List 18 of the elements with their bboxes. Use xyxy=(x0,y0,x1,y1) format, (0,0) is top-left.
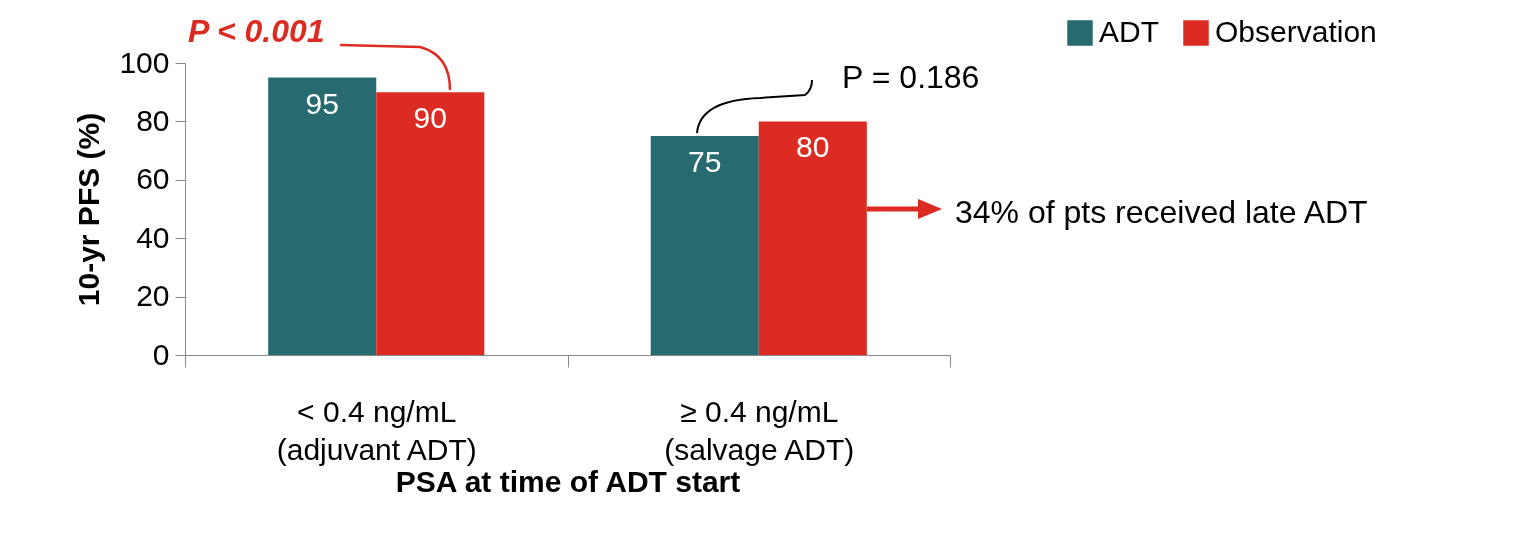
data-label: 95 xyxy=(305,86,339,120)
y-axis-title: 10-yr PFS (%) xyxy=(72,112,106,307)
x-tick-label: ≥ 0.4 ng/mL (salvage ADT) xyxy=(664,394,855,466)
y-tick-label: 100 xyxy=(119,45,170,79)
y-tick-label: 60 xyxy=(136,162,170,196)
annotation: P = 0.186 xyxy=(842,59,980,95)
x-tick-label: < 0.4 ng/mL (adjuvant ADT) xyxy=(276,394,477,466)
legend-label: Observation xyxy=(1215,15,1377,48)
annotation: P < 0.001 xyxy=(187,13,325,50)
legend-label: ADT xyxy=(1099,15,1159,48)
y-tick-label: 20 xyxy=(136,279,170,313)
text: 34% of pts received late ADT xyxy=(955,194,1368,230)
y-tick-label: 40 xyxy=(136,220,170,254)
y-tick-label: 80 xyxy=(136,103,170,137)
data-label: 75 xyxy=(688,145,722,178)
data-label: 90 xyxy=(413,101,447,135)
y-tick-label: 0 xyxy=(152,337,170,371)
data-label: 80 xyxy=(796,130,830,164)
